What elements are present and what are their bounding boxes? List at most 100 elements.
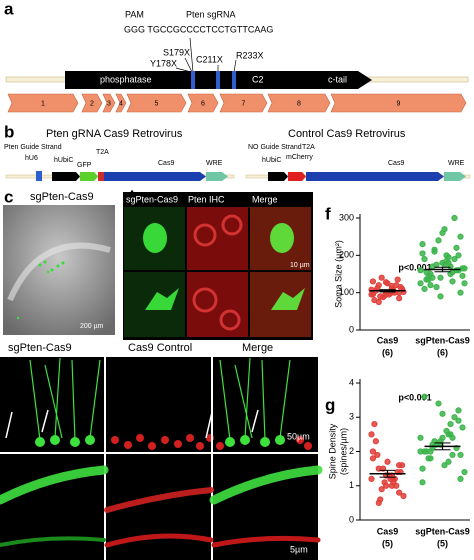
data-point <box>381 292 388 299</box>
data-point <box>369 291 377 298</box>
panel-title: sgPten-Cas9 <box>30 191 94 203</box>
data-point <box>461 468 468 476</box>
y-tick-label: 100 <box>339 287 354 297</box>
data-point <box>455 252 462 259</box>
y-tick-label: 0 <box>349 324 354 334</box>
y-tick-label: 1 <box>349 480 354 490</box>
data-point <box>459 424 466 431</box>
panel-label: a <box>4 0 14 18</box>
column-label: Cas9 Control <box>128 342 192 354</box>
domain: c-tail <box>328 74 347 84</box>
element-label: Cas9 <box>158 160 174 167</box>
group-size: (5) <box>437 538 448 548</box>
data-point <box>439 410 446 417</box>
data-point <box>421 255 428 263</box>
data-point <box>374 285 381 292</box>
data-point <box>443 427 450 435</box>
y-tick-label: 3 <box>349 412 354 422</box>
sgrna-label: Pten sgRNA <box>186 9 236 19</box>
column-label: Merge <box>252 194 278 204</box>
data-point <box>457 451 464 459</box>
dendrites <box>0 465 323 548</box>
mutation: S179X <box>163 47 190 57</box>
construct-title: Pten gRNA Cas9 Retrovirus <box>46 128 183 140</box>
data-point <box>419 479 426 486</box>
element-label: Pten Guide Strand <box>4 144 62 151</box>
exon-label: 3 <box>107 100 111 107</box>
exon <box>81 93 103 113</box>
data-point <box>461 280 468 287</box>
y-tick-label: 200 <box>339 250 354 260</box>
x-tick-label: sgPten-Cas9 <box>415 335 470 345</box>
exon-label: 7 <box>242 100 246 107</box>
data-point <box>384 458 391 465</box>
data-point <box>374 451 381 459</box>
data-point <box>435 237 442 244</box>
panel-label: c <box>4 187 13 206</box>
y-axis-label: Spine Density <box>327 423 337 479</box>
column-label: Merge <box>242 342 273 354</box>
x-tick-label: Cas9 <box>377 526 399 536</box>
data-point <box>455 417 462 424</box>
element-label: WRE <box>206 160 223 167</box>
data-point <box>441 462 448 469</box>
panel-label: e <box>4 367 13 386</box>
exon <box>7 93 79 113</box>
scale-label: 5µm <box>290 544 308 554</box>
data-point <box>382 482 390 489</box>
data-point <box>369 448 377 455</box>
data-point <box>443 252 450 259</box>
y-tick-label: 4 <box>349 377 354 387</box>
data-point <box>457 233 464 240</box>
data-point <box>433 261 440 268</box>
y-tick-label: 0 <box>349 514 354 524</box>
scale-label: 10 µm <box>290 262 310 269</box>
exon <box>187 93 219 113</box>
element-label: GFP <box>77 162 92 169</box>
mark <box>216 71 220 89</box>
element-label: T2A <box>96 149 109 156</box>
element-label: NO Guide Strand <box>248 144 302 151</box>
data-point <box>427 448 434 455</box>
sequence: GGG TGCCGCCCCTCCTGTTCAAG <box>124 24 273 34</box>
annotation: p<0.001 <box>398 392 431 402</box>
y-axis-label: (spines/µm) <box>338 428 348 475</box>
images <box>124 207 311 337</box>
data-point <box>425 455 432 462</box>
x-tick-label: sgPten-Cas9 <box>415 526 470 536</box>
exon <box>115 93 127 113</box>
data-point <box>394 276 401 283</box>
data-point <box>447 421 454 428</box>
construct-title: Control Cas9 Retrovirus <box>288 128 406 140</box>
panel-label: g <box>325 395 335 414</box>
data-point <box>449 278 456 285</box>
data-point <box>421 393 428 400</box>
group-size: (6) <box>437 347 448 357</box>
annotation: p<0.001 <box>398 262 431 272</box>
scale-label: 200 µm <box>80 323 104 330</box>
element-label: Cas9 <box>388 160 404 167</box>
data-point <box>449 451 456 459</box>
y-tick-label: 2 <box>349 446 354 456</box>
data-point <box>437 293 444 300</box>
data-point <box>400 492 407 500</box>
data-point <box>445 458 452 465</box>
exon <box>126 93 187 113</box>
exons: 1 2 3 4 5 6 7 8 9 <box>7 93 467 113</box>
data-point <box>437 274 444 281</box>
exon <box>219 93 268 113</box>
column-label: sgPten-Cas9 <box>126 194 178 204</box>
y-axis-label: Soma Size (µm²) <box>333 240 343 308</box>
data-point <box>435 400 442 407</box>
exon <box>267 93 331 113</box>
data-point <box>369 278 377 285</box>
micrograph <box>3 205 115 335</box>
data-point <box>375 499 382 506</box>
data-point <box>372 438 379 445</box>
data-point <box>396 462 403 469</box>
data-point <box>439 259 446 266</box>
mutation: R233X <box>236 50 264 60</box>
data-point <box>396 489 403 496</box>
data-point <box>457 475 464 482</box>
data-point <box>421 285 428 293</box>
